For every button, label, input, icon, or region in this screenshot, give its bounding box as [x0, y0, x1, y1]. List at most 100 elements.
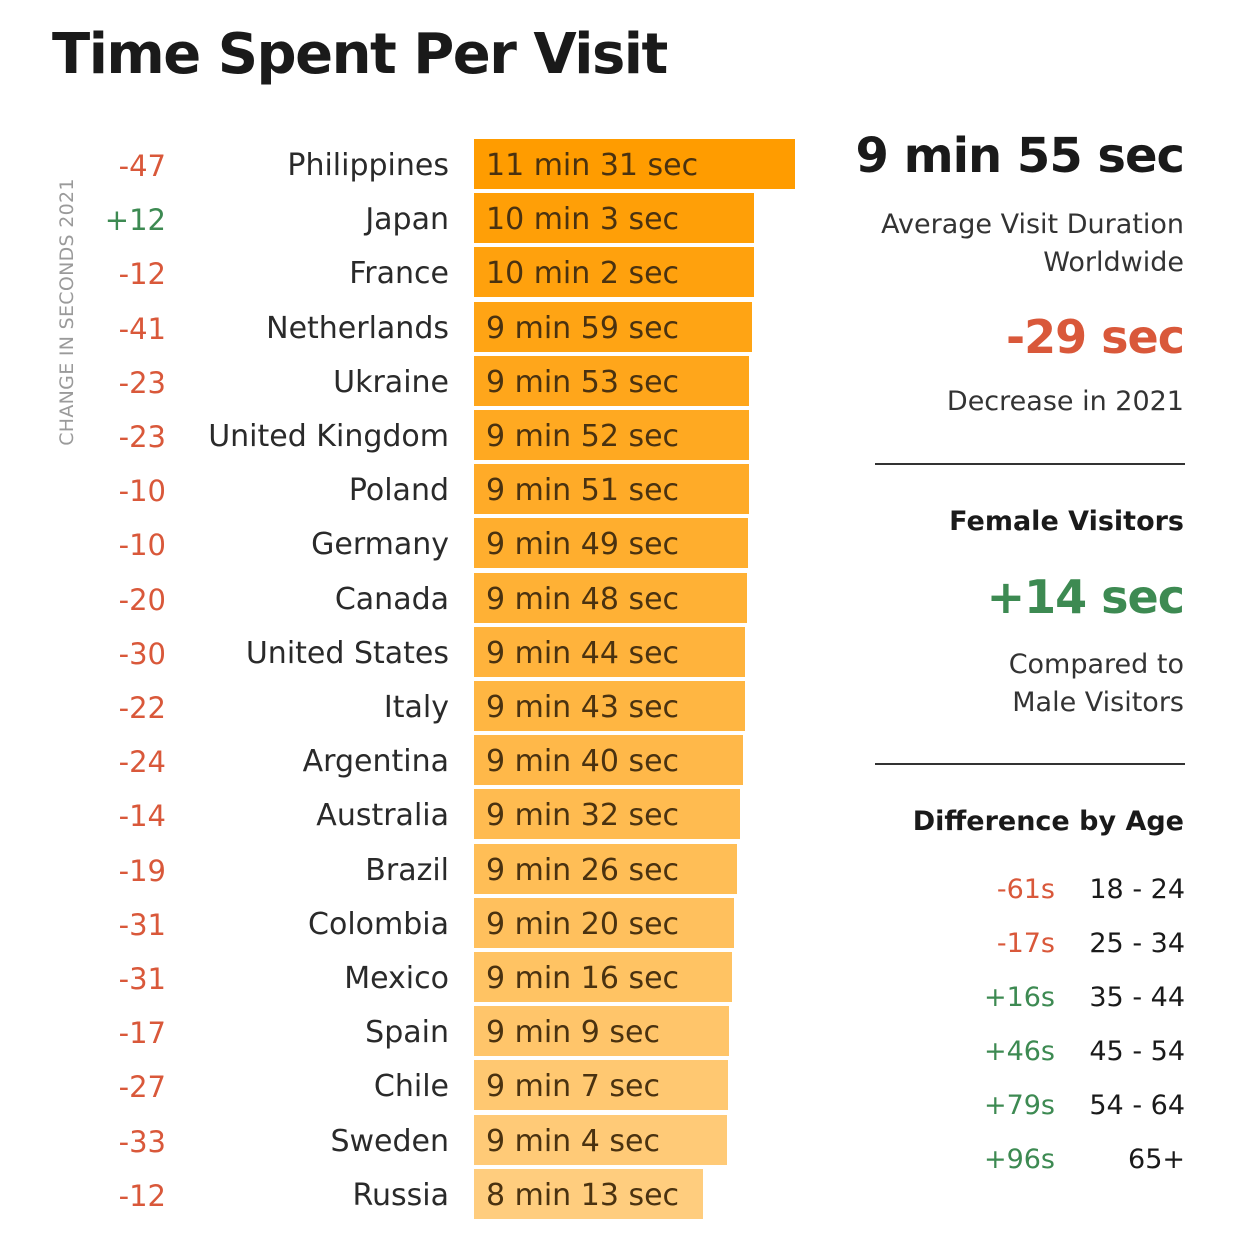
chart-row: -31 Colombia 9 min 20 sec — [0, 897, 820, 948]
average-caption-line2: Worldwide — [1043, 247, 1184, 278]
duration-bar — [474, 518, 748, 569]
duration-label: 9 min 51 sec — [486, 473, 680, 509]
country-label: France — [349, 256, 449, 292]
change-value: -14 — [118, 799, 166, 834]
age-diff: -61s — [996, 874, 1055, 905]
duration-label: 9 min 26 sec — [486, 852, 680, 888]
country-label: Netherlands — [266, 310, 449, 346]
country-label: Chile — [373, 1069, 449, 1105]
duration-label: 9 min 52 sec — [486, 419, 680, 454]
country-label: United States — [245, 635, 449, 671]
country-label: Spain — [365, 1015, 449, 1051]
page-title: Time Spent Per Visit — [52, 22, 668, 87]
country-label: Sweden — [330, 1123, 449, 1159]
chart-row: -14 Australia 9 min 32 sec — [0, 789, 820, 840]
duration-label: 9 min 4 sec — [486, 1123, 660, 1159]
duration-label: 10 min 2 sec — [486, 256, 680, 292]
duration-bar — [474, 1060, 729, 1111]
age-range: 18 - 24 — [1089, 874, 1185, 905]
country-label: Poland — [348, 473, 449, 509]
change-value: -24 — [118, 745, 166, 780]
chart-row: -23 United Kingdom 9 min 52 sec — [0, 410, 820, 460]
change-value: -33 — [118, 1124, 166, 1159]
duration-bar — [474, 464, 749, 515]
country-label: Philippines — [287, 148, 449, 183]
average-duration-caption: Average Visit Duration Worldwide — [881, 206, 1184, 282]
divider-1 — [875, 463, 1185, 465]
change-value: -27 — [118, 1070, 166, 1105]
duration-bar — [474, 139, 795, 189]
duration-label: 9 min 53 sec — [486, 364, 680, 400]
country-label: Australia — [316, 798, 449, 834]
chart-row: -31 Mexico 9 min 16 sec — [0, 952, 820, 1002]
country-label: Italy — [383, 690, 449, 725]
duration-label: 10 min 3 sec — [486, 202, 680, 238]
chart-row: -12 France 10 min 2 sec — [0, 247, 820, 298]
country-label: Colombia — [308, 906, 449, 942]
duration-bar — [474, 301, 753, 352]
country-label: United Kingdom — [208, 419, 449, 454]
change-value: -17 — [118, 1016, 166, 1051]
duration-label: 9 min 40 sec — [486, 744, 680, 780]
chart-row: -20 Canada 9 min 48 sec — [0, 572, 820, 623]
country-label: Germany — [311, 527, 449, 563]
country-label: Ukraine — [333, 364, 449, 400]
age-row: -61s 18 - 24 — [900, 874, 1185, 914]
chart-row: -12 Russia 8 min 13 sec — [0, 1168, 820, 1219]
age-range: 25 - 34 — [1089, 928, 1185, 959]
duration-bar — [474, 897, 735, 948]
age-row: +96s 65+ — [900, 1144, 1185, 1184]
change-value: -12 — [118, 1178, 166, 1213]
duration-bar — [474, 952, 733, 1002]
change-value: +12 — [104, 203, 166, 238]
age-diff: +16s — [983, 982, 1055, 1013]
duration-label: 9 min 44 sec — [486, 635, 680, 671]
duration-label: 9 min 32 sec — [486, 798, 680, 834]
age-row: +16s 35 - 44 — [900, 982, 1185, 1022]
chart-row: -30 United States 9 min 44 sec — [0, 626, 820, 677]
duration-label: 8 min 13 sec — [486, 1177, 680, 1213]
change-value: -20 — [118, 582, 166, 617]
duration-label: 9 min 7 sec — [486, 1069, 660, 1105]
chart-row: -27 Chile 9 min 7 sec — [0, 1060, 820, 1111]
chart-row: -22 Italy 9 min 43 sec — [0, 681, 820, 731]
female-visitors-heading: Female Visitors — [949, 506, 1184, 537]
duration-label: 9 min 48 sec — [486, 581, 680, 617]
change-value: -31 — [118, 907, 166, 942]
age-range: 54 - 64 — [1089, 1090, 1185, 1121]
duration-bar — [474, 843, 737, 894]
change-value: -12 — [118, 257, 166, 292]
change-value: -19 — [118, 853, 166, 888]
duration-label: 9 min 49 sec — [486, 527, 680, 563]
duration-bar — [474, 789, 740, 840]
country-label: Russia — [352, 1177, 450, 1213]
age-range: 65+ — [1128, 1144, 1185, 1175]
age-row: +79s 54 - 64 — [900, 1090, 1185, 1130]
chart-row: -17 Spain 9 min 9 sec — [0, 1006, 820, 1057]
age-range: 35 - 44 — [1089, 982, 1185, 1013]
duration-bar — [474, 410, 749, 460]
average-duration-value: 9 min 55 sec — [855, 128, 1185, 184]
change-value: -23 — [118, 365, 166, 400]
female-caption-line1: Compared to — [1008, 649, 1184, 680]
change-value: -47 — [118, 149, 166, 183]
duration-bar — [474, 355, 750, 406]
change-value: -23 — [118, 420, 166, 454]
chart-row: -33 Sweden 9 min 4 sec — [0, 1114, 820, 1165]
country-label: Brazil — [365, 852, 449, 888]
age-row: -17s 25 - 34 — [900, 928, 1185, 968]
change-value: -30 — [118, 636, 166, 671]
age-diff: -17s — [996, 928, 1055, 959]
chart-row: -23 Ukraine 9 min 53 sec — [0, 355, 820, 406]
age-range: 45 - 54 — [1089, 1036, 1185, 1067]
age-diff: +96s — [983, 1144, 1055, 1175]
female-visitors-caption: Compared to Male Visitors — [1009, 646, 1184, 722]
average-caption-line1: Average Visit Duration — [881, 209, 1184, 240]
country-label: Japan — [365, 202, 449, 238]
divider-2 — [875, 763, 1185, 765]
duration-bar — [474, 247, 754, 298]
duration-label: 9 min 16 sec — [486, 961, 680, 996]
change-value: -10 — [118, 528, 166, 563]
country-label: Mexico — [344, 961, 449, 996]
age-difference-heading: Difference by Age — [912, 806, 1184, 837]
